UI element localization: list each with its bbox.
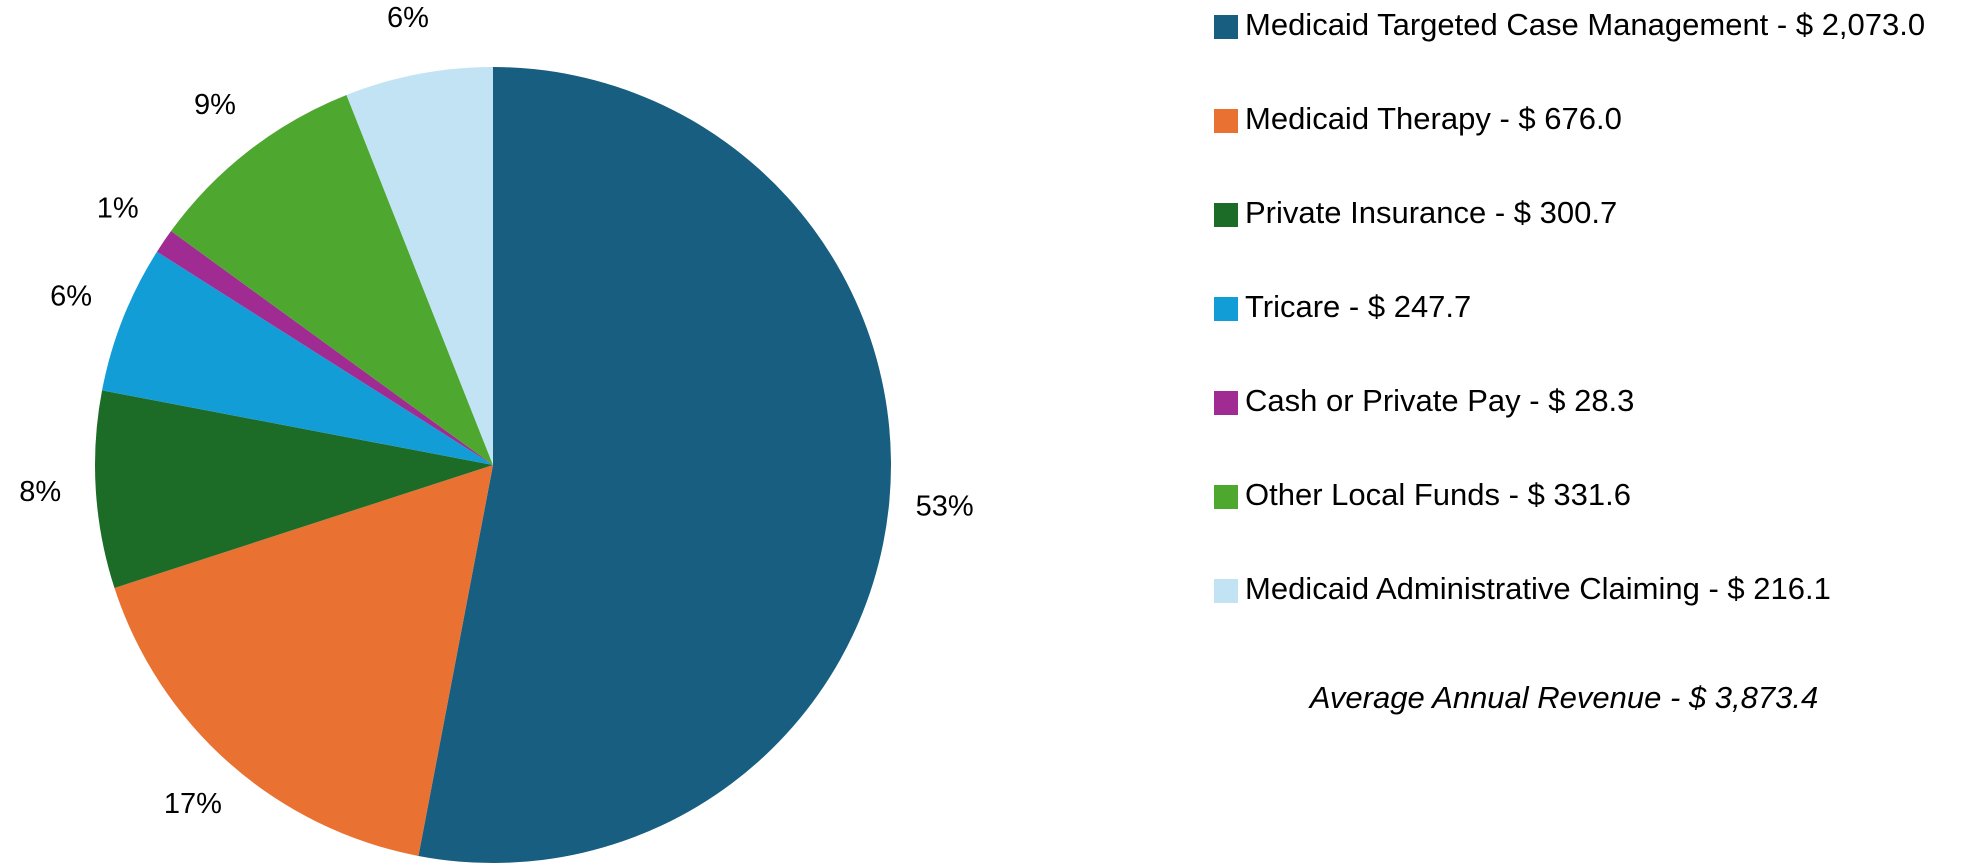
data-label: 8% — [19, 476, 61, 508]
legend-swatch — [1214, 15, 1238, 39]
legend-label: Medicaid Administrative Claiming - $ 216… — [1245, 571, 1831, 606]
legend-swatch — [1214, 297, 1238, 321]
data-label: 17% — [164, 788, 222, 820]
legend-label: Medicaid Targeted Case Management - $ 2,… — [1245, 7, 1925, 42]
legend-swatch — [1214, 579, 1238, 603]
pie-slice — [156, 231, 493, 465]
data-label: 6% — [50, 281, 92, 313]
pie-slice — [114, 465, 494, 856]
data-label: 53% — [916, 490, 974, 522]
legend-label: Cash or Private Pay - $ 28.3 — [1245, 383, 1634, 418]
data-label: 9% — [194, 89, 236, 121]
legend-swatch — [1214, 485, 1238, 509]
annotation: Average Annual Revenue - $ 3,873.4 — [1308, 680, 1818, 715]
legend-swatch — [1214, 203, 1238, 227]
pie-slice — [102, 251, 493, 465]
data-label: 1% — [97, 193, 139, 225]
pie-slice — [171, 94, 493, 465]
legend-label: Tricare - $ 247.7 — [1245, 289, 1471, 324]
legend-label: Other Local Funds - $ 331.6 — [1245, 477, 1631, 512]
legend-label: Private Insurance - $ 300.7 — [1245, 195, 1617, 230]
legend-label: Medicaid Therapy - $ 676.0 — [1245, 101, 1622, 136]
pie-slice — [94, 390, 493, 588]
legend-swatch — [1214, 109, 1238, 133]
pie-slice — [346, 67, 493, 465]
data-label: 6% — [387, 2, 429, 34]
legend-swatch — [1214, 391, 1238, 415]
pie-slice — [418, 67, 892, 864]
